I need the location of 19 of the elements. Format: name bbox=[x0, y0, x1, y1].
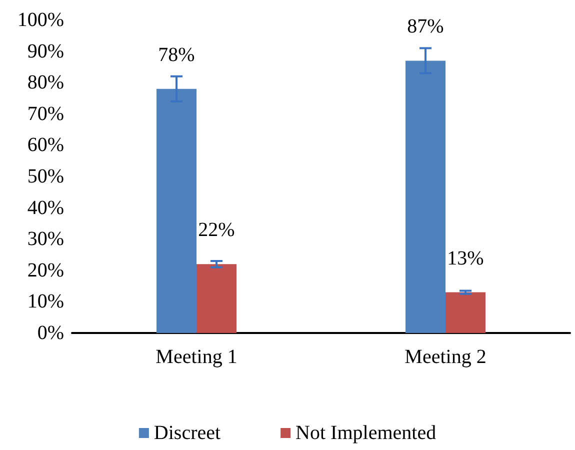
legend-label: Not Implemented bbox=[296, 422, 436, 444]
data-label: 78% bbox=[158, 44, 195, 66]
y-tick-label: 100% bbox=[17, 9, 64, 31]
y-tick-label: 0% bbox=[37, 322, 64, 344]
y-tick-label: 30% bbox=[27, 228, 64, 250]
y-tick-label: 20% bbox=[27, 259, 64, 282]
y-tick-label: 60% bbox=[27, 134, 64, 156]
data-label: 13% bbox=[447, 247, 484, 270]
y-tick-label: 80% bbox=[27, 72, 64, 94]
x-tick-label: Meeting 2 bbox=[404, 346, 486, 368]
y-tick-label: 70% bbox=[27, 102, 64, 125]
y-tick-label: 40% bbox=[27, 196, 64, 219]
data-label: 87% bbox=[407, 16, 444, 38]
y-tick-label: 10% bbox=[27, 290, 64, 313]
y-tick-label: 90% bbox=[27, 40, 64, 62]
data-label: 22% bbox=[198, 219, 235, 242]
y-tick-label: 50% bbox=[27, 166, 64, 188]
x-tick-label: Meeting 1 bbox=[156, 346, 238, 368]
legend-label: Discreet bbox=[154, 422, 221, 444]
